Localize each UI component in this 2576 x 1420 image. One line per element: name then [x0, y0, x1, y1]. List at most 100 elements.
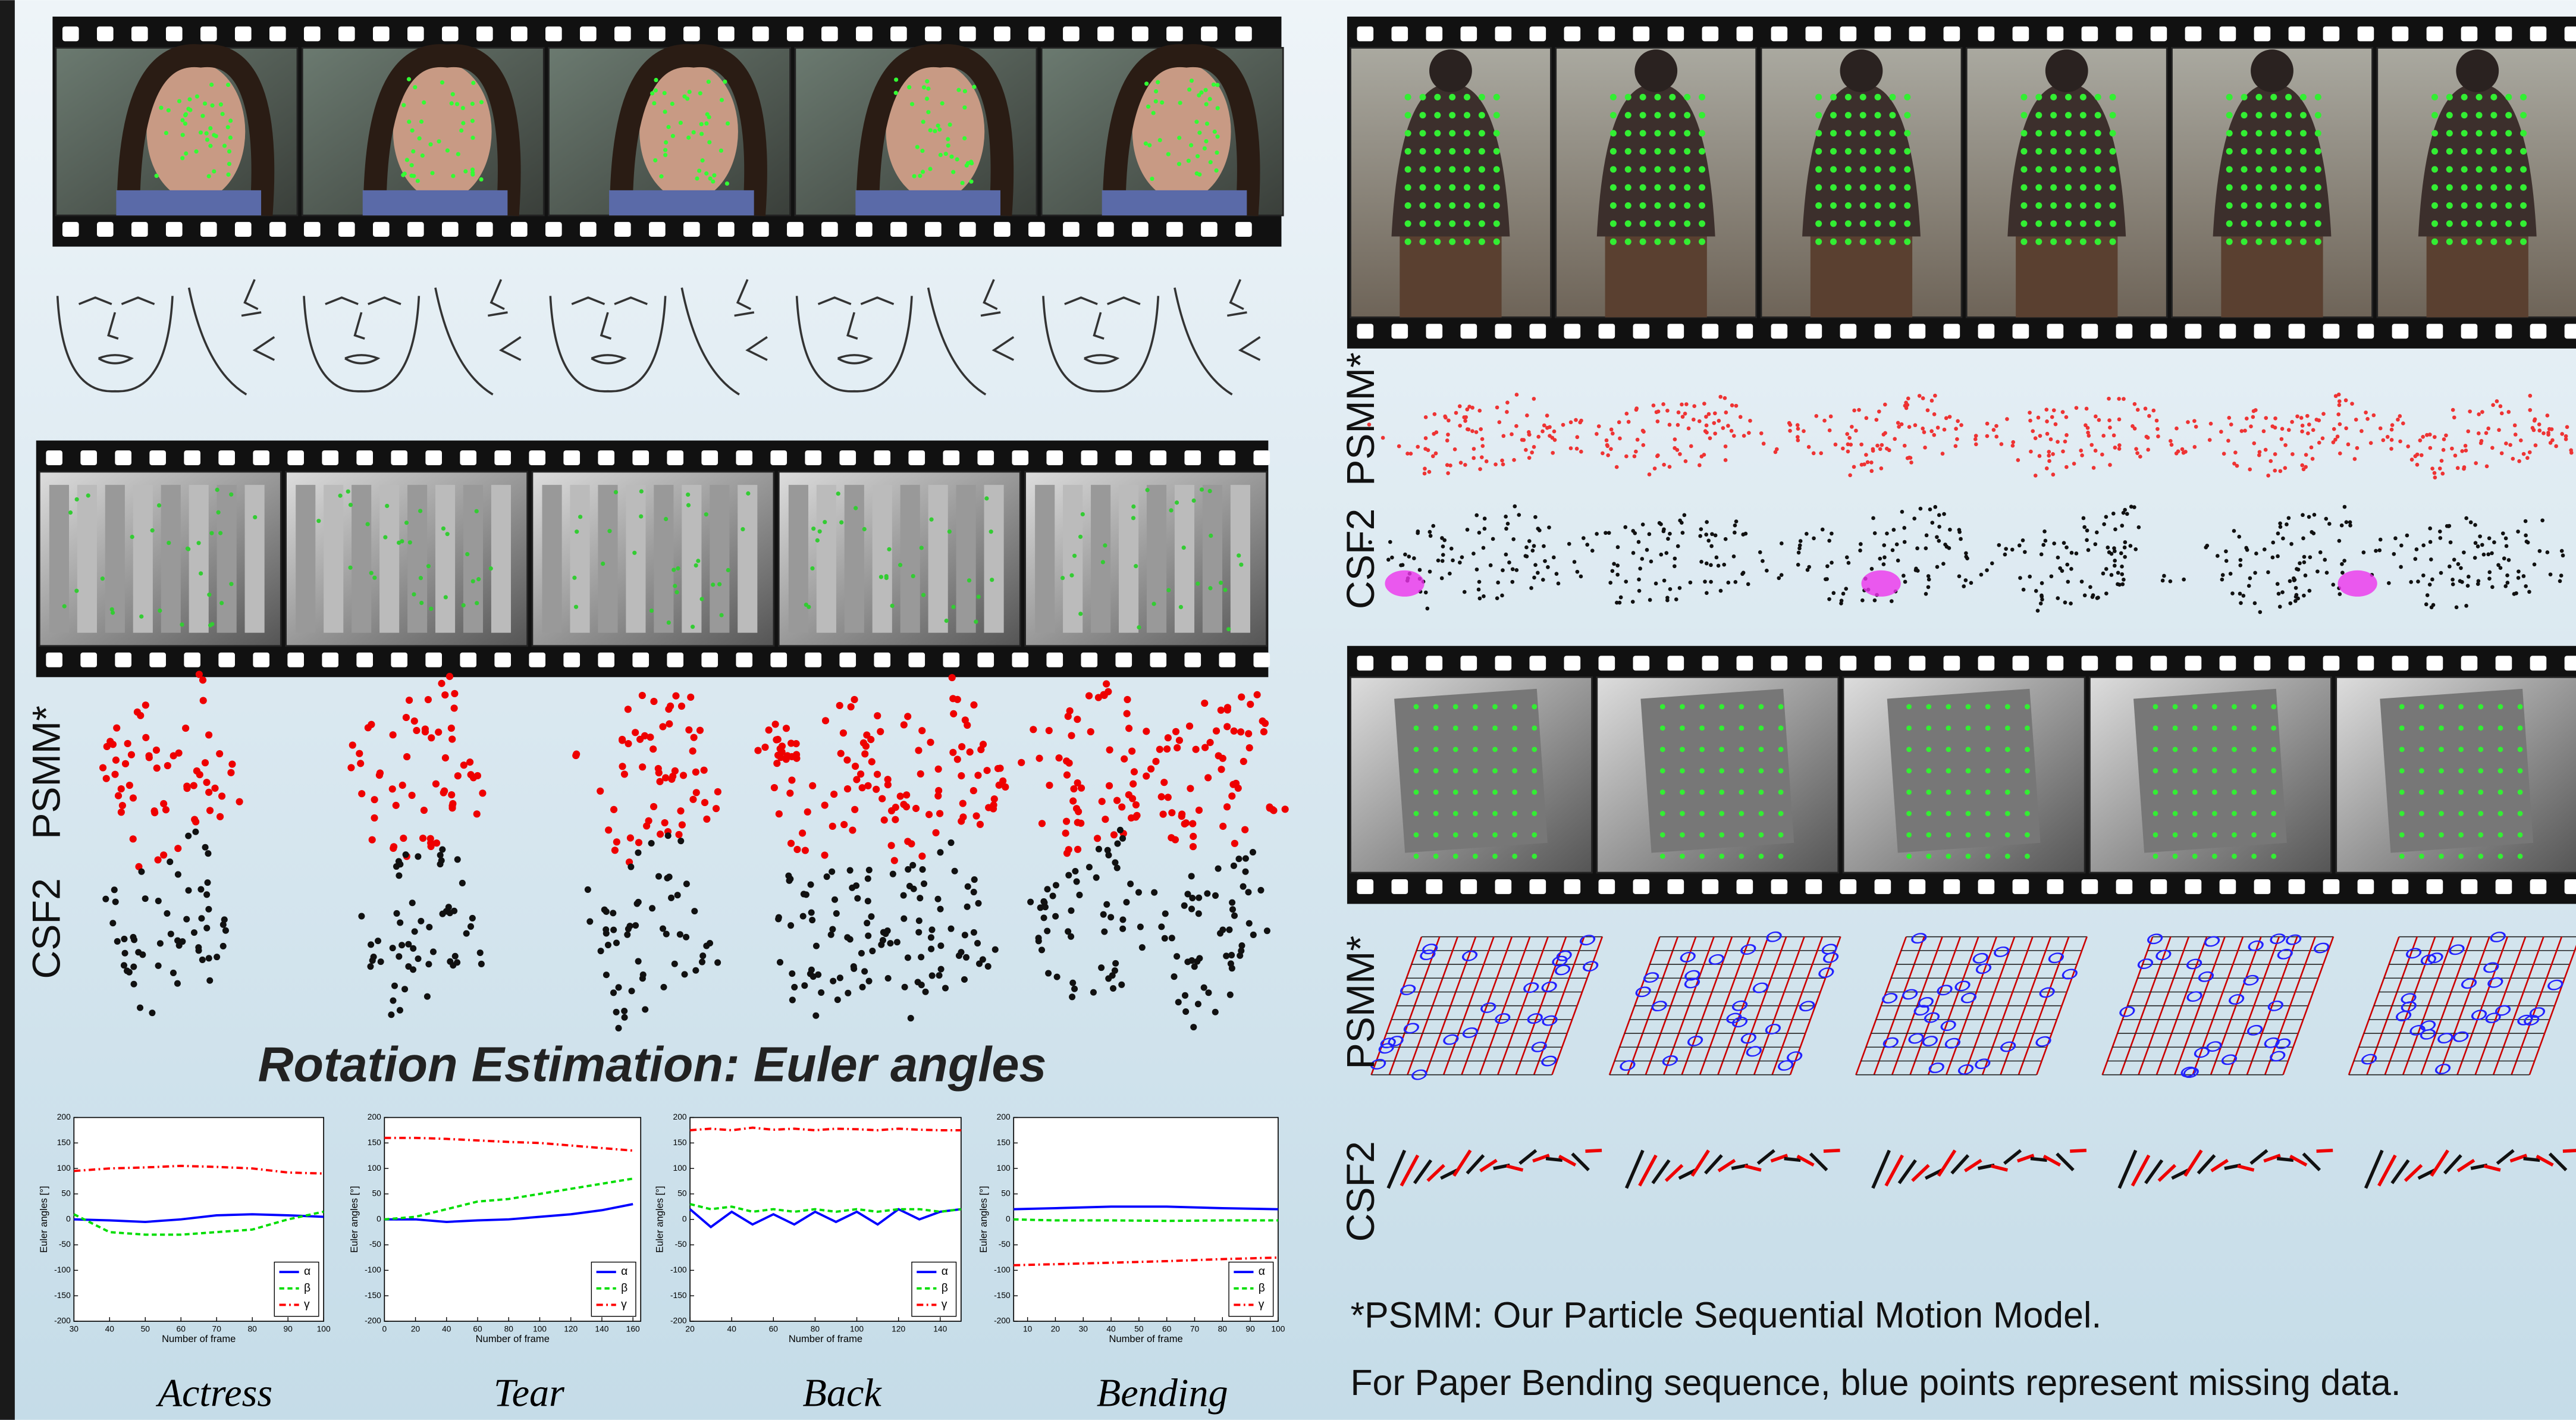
row-label: PSMM*: [1339, 936, 1383, 1070]
cloud-point: [2063, 600, 2067, 604]
track-point: [890, 604, 895, 608]
cloud-point: [1510, 580, 1514, 584]
cloud-point: [427, 835, 434, 842]
cloud-point: [193, 767, 200, 775]
cloud-point: [976, 960, 983, 967]
film-hole: [649, 222, 666, 237]
cloud-point: [2243, 429, 2247, 433]
marker: [1946, 768, 1951, 773]
newspaper-column: [598, 485, 617, 633]
cloud-point: [1548, 425, 1552, 430]
landmark: [463, 169, 467, 173]
marker: [2461, 184, 2468, 191]
film-hole: [2116, 879, 2133, 894]
cloud-point: [1181, 902, 1188, 909]
cloud-point: [2096, 595, 2100, 600]
cloud-point: [1653, 466, 1657, 471]
cloud-point: [610, 989, 617, 996]
cloud-point: [1869, 460, 1874, 465]
cloud-point: [1723, 396, 1727, 400]
marker: [1405, 166, 1411, 173]
film-hole: [97, 222, 114, 237]
marker: [1493, 130, 1500, 136]
cloud-point: [650, 698, 657, 705]
film-hole: [2496, 656, 2512, 670]
cloud-point: [1689, 444, 1693, 449]
film-hole: [62, 222, 79, 237]
marker: [2110, 94, 2116, 101]
marker: [1966, 832, 1971, 838]
film-hole: [2461, 26, 2478, 41]
cloud-point: [1834, 443, 1838, 447]
cloud-point: [1245, 730, 1252, 737]
landmark: [1204, 102, 1209, 106]
cloud-point: [1190, 843, 1197, 850]
cloud-point: [2072, 462, 2076, 466]
x-tick-label: 40: [105, 1324, 115, 1333]
cloud-point: [1548, 434, 1552, 438]
marker: [1479, 184, 1485, 191]
cloud-point: [1165, 734, 1172, 741]
cloud-point: [1536, 435, 1540, 439]
landmark: [470, 168, 475, 172]
marker: [2020, 94, 2027, 101]
cloud-point: [1128, 748, 1135, 755]
landmark: [1144, 81, 1149, 86]
marker: [1512, 747, 1517, 752]
cloud-point: [1068, 907, 1074, 914]
marker: [2232, 704, 2237, 710]
marker: [1889, 184, 1896, 191]
cloud-point: [903, 791, 910, 798]
marker: [2271, 747, 2276, 752]
cloud-point: [1631, 529, 1635, 533]
cloud-point: [667, 703, 674, 710]
marker: [1449, 94, 1455, 101]
landmark: [654, 78, 658, 82]
film-hole: [184, 653, 200, 667]
cloud-point: [1228, 792, 1235, 800]
marker: [2080, 112, 2086, 118]
cloud-point: [917, 770, 924, 778]
landmark: [969, 180, 973, 184]
cloud-point: [1608, 581, 1612, 585]
cloud-point: [1865, 416, 1869, 420]
cloud-point: [761, 744, 768, 751]
cloud-point: [848, 703, 855, 710]
cloud-point: [1190, 1024, 1197, 1030]
track-point: [639, 489, 644, 493]
cloud-point: [1110, 831, 1118, 838]
marker: [1532, 768, 1537, 773]
cloud-point: [2222, 452, 2226, 456]
track-point: [346, 490, 350, 494]
cloud-point: [1924, 546, 1928, 550]
cloud-point: [1648, 472, 1652, 477]
cloud-point: [799, 829, 806, 836]
cloud-point: [2204, 546, 2208, 550]
marker: [2050, 94, 2057, 101]
cloud-point: [1194, 958, 1200, 965]
marker: [1860, 94, 1866, 101]
landmark: [413, 85, 417, 89]
film-hole: [253, 653, 269, 667]
cloud-point: [155, 898, 162, 904]
cloud-point: [1207, 739, 1214, 746]
cloud-point: [911, 886, 917, 892]
cloud-point: [2011, 440, 2015, 444]
marker: [2399, 811, 2405, 816]
cloud-point: [1890, 599, 1894, 603]
marker: [1414, 747, 1419, 752]
cloud-point: [1734, 519, 1739, 524]
marker: [2251, 789, 2257, 795]
landmark: [440, 80, 444, 84]
cloud-point: [971, 876, 978, 883]
marker: [2520, 239, 2527, 245]
cloud-point: [625, 706, 632, 713]
marker: [1875, 112, 1881, 118]
track-point: [400, 539, 404, 543]
cloud-point: [1636, 438, 1640, 442]
cloud-point: [2161, 579, 2165, 583]
cloud-point: [2525, 456, 2530, 460]
cloud-point: [887, 940, 893, 946]
cloud-point: [1796, 438, 1800, 443]
track-point: [196, 541, 200, 545]
